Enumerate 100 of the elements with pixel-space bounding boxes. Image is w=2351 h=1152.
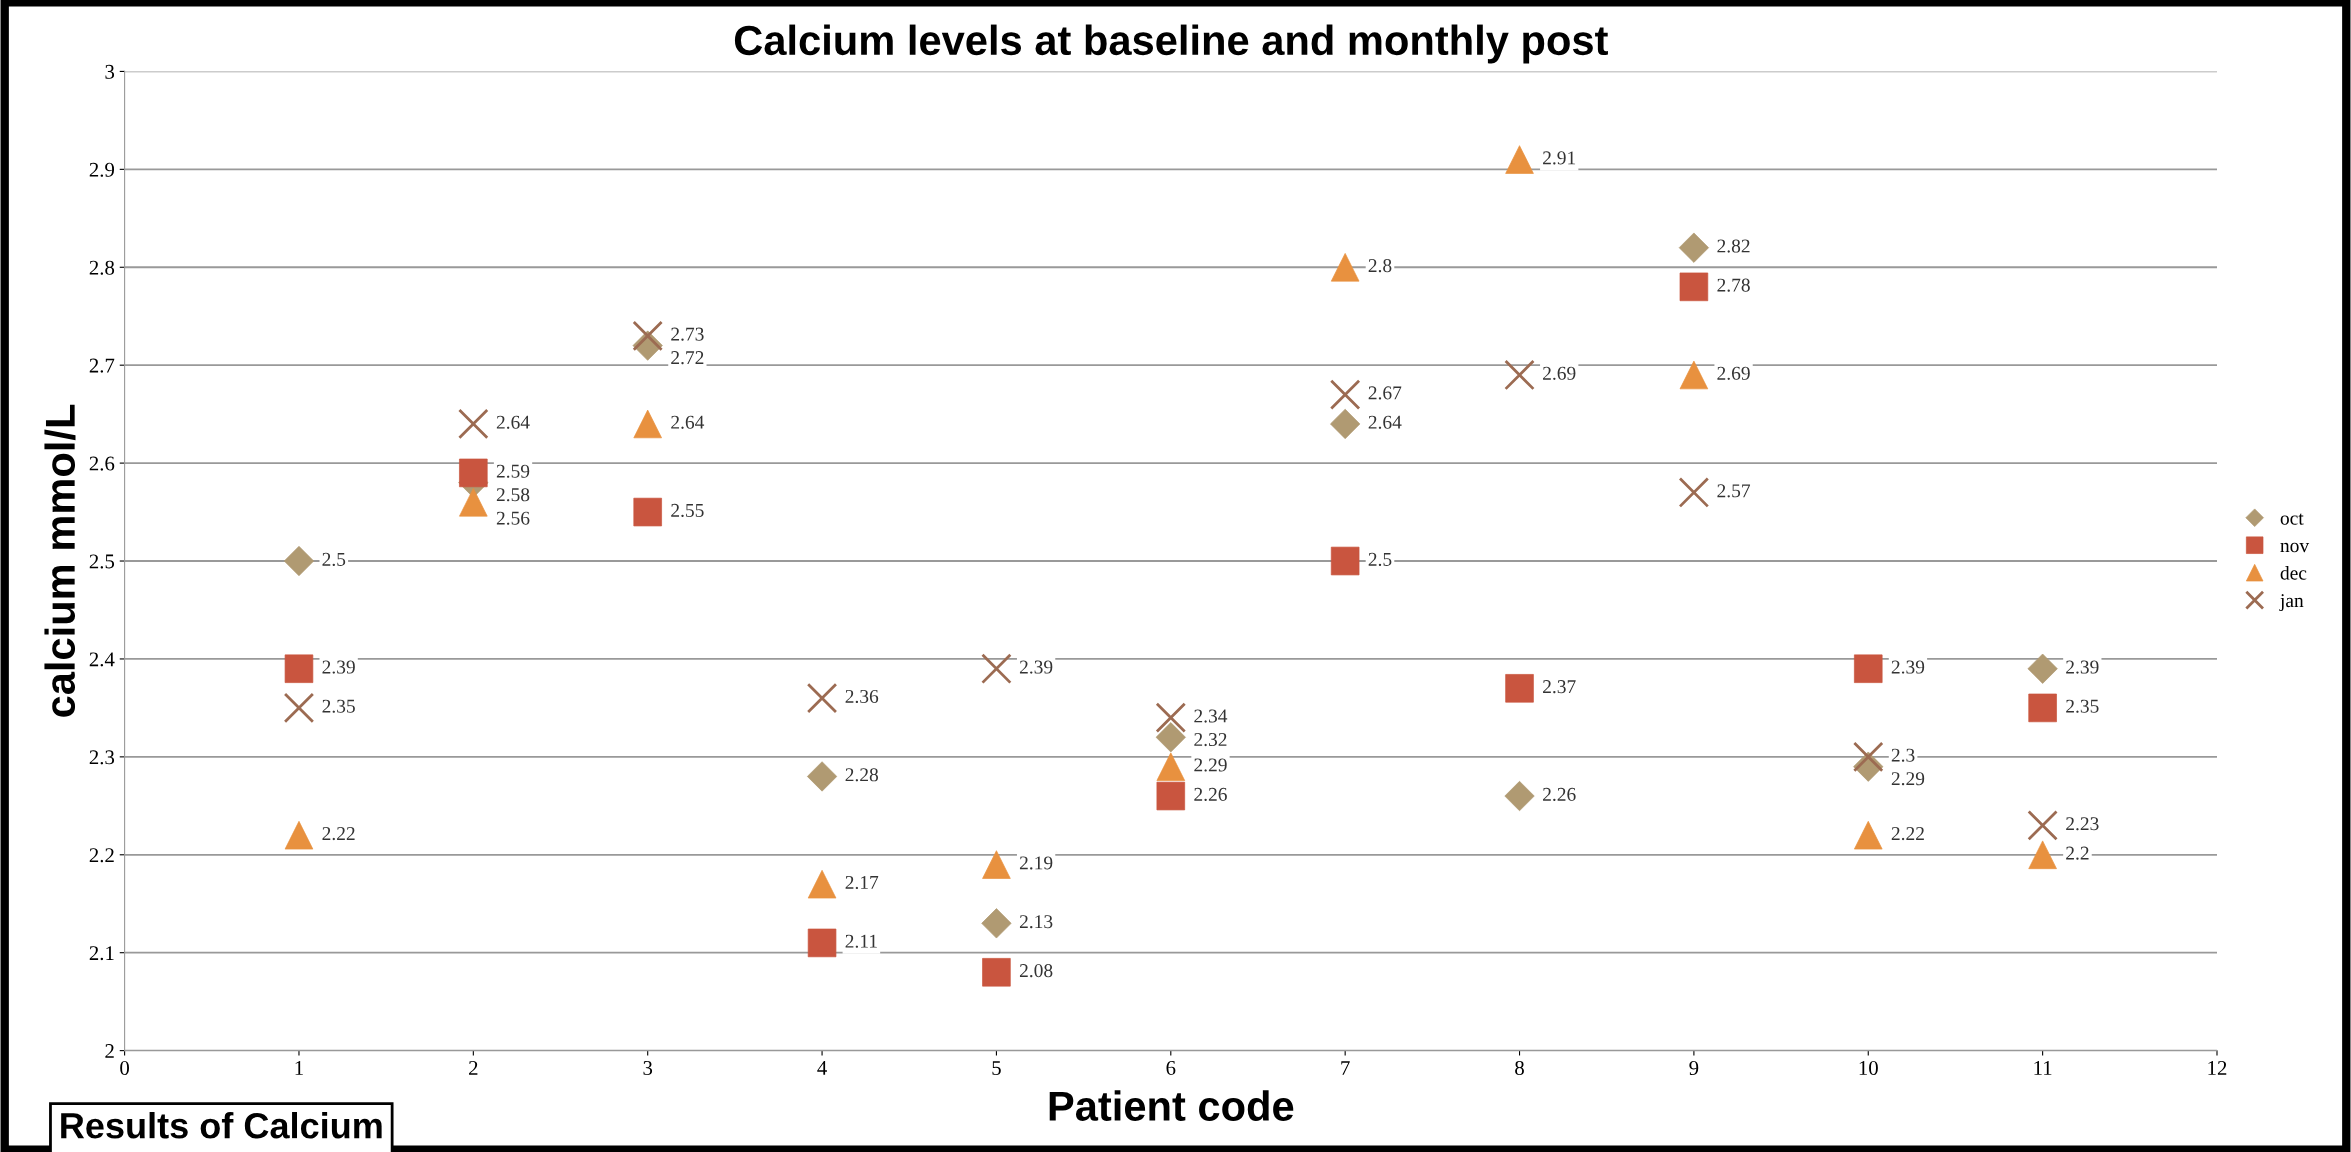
point	[1854, 820, 1883, 850]
data-label: 2.35	[2066, 699, 2099, 713]
x-tick-label: 3	[643, 1061, 653, 1076]
point	[459, 488, 488, 517]
point	[981, 653, 1012, 685]
data-label: 2.72	[671, 351, 704, 365]
data-label: 2.26	[1543, 787, 1576, 801]
data-label: 2.22	[322, 827, 355, 841]
data-label: 2.64	[496, 415, 530, 429]
point	[1155, 702, 1187, 733]
y-tick-label: 2.9	[89, 162, 115, 177]
chart-title: Calcium levels at baseline and monthly post	[734, 24, 1608, 64]
point	[806, 682, 838, 714]
data-label: 2.64	[1368, 415, 1402, 429]
data-label: 2.78	[1717, 278, 1750, 292]
point	[1678, 232, 1709, 263]
data-label: 2.39	[322, 660, 355, 674]
data-label: 2.37	[1543, 680, 1576, 694]
point	[1156, 752, 1186, 781]
data-label: 2.3	[1891, 748, 1915, 762]
x-tick-label: 12	[2208, 1061, 2227, 1075]
data-label: 2.13	[1019, 915, 1053, 929]
y-tick-label: 2.2	[89, 848, 114, 863]
data-label: 2.64	[671, 415, 705, 429]
data-label: 2.34	[1194, 709, 1228, 723]
data-label: 2.39	[1019, 660, 1053, 674]
data-label: 2.08	[1019, 964, 1053, 978]
data-label: 2.36	[845, 689, 879, 704]
data-label: 2.39	[1891, 660, 1925, 674]
point	[458, 408, 489, 440]
data-label: 2.59	[496, 464, 530, 478]
data-label: 2.82	[1717, 239, 1750, 253]
data-label: 2.69	[1543, 366, 1576, 380]
data-label: 2.5	[1368, 552, 1392, 566]
point	[2028, 840, 2057, 870]
point	[1505, 674, 1534, 703]
x-tick-label: 4	[817, 1061, 827, 1075]
data-label: 2.28	[845, 768, 879, 782]
data-label: 2.55	[671, 503, 704, 518]
point	[807, 869, 837, 899]
point	[1852, 741, 1884, 773]
point	[1329, 379, 1361, 410]
legend-label: oct	[2280, 513, 2304, 525]
point	[982, 958, 1011, 987]
point	[632, 320, 663, 352]
data-label: 2.17	[845, 875, 879, 890]
point	[1330, 408, 1361, 440]
y-tick-label: 2	[105, 1044, 114, 1058]
legend-label: nov	[2280, 542, 2310, 553]
y-axis-title: calcium mmol/L	[44, 404, 76, 717]
data-label: 2.5	[322, 552, 346, 566]
data-label: 2.73	[671, 327, 704, 341]
y-tick-label: 2.7	[89, 358, 115, 373]
point	[1854, 654, 1883, 683]
point	[283, 692, 315, 724]
x-tick-label: 1	[295, 1061, 303, 1075]
y-tick-label: 2.5	[89, 554, 115, 569]
data-label: 2.2	[2066, 846, 2089, 860]
data-label: 2.58	[496, 488, 530, 502]
point	[284, 654, 314, 683]
x-tick-label: 5	[992, 1061, 1001, 1076]
data-label: 2.91	[1543, 151, 1576, 165]
x-tick-label: 10	[1859, 1060, 1878, 1076]
data-label: 2.39	[2066, 660, 2099, 674]
legend-label: jan	[2279, 594, 2304, 612]
legend-label: dec	[2280, 566, 2307, 580]
y-tick-label: 2.1	[89, 946, 114, 961]
data-label: 2.23	[2066, 817, 2099, 831]
y-tick-label: 2.4	[89, 652, 115, 667]
y-tick-label: 2.8	[89, 260, 115, 275]
data-label: 2.29	[1194, 758, 1227, 772]
data-label: 2.35	[322, 699, 355, 713]
x-tick-label: 0	[120, 1060, 130, 1076]
point	[633, 497, 662, 527]
x-tick-label: 2	[469, 1061, 478, 1075]
x-tick-label: 9	[1689, 1061, 1699, 1076]
x-tick-label: 6	[1166, 1061, 1176, 1076]
data-label: 2.67	[1368, 386, 1402, 400]
data-label: 2.11	[845, 934, 877, 948]
data-label: 2.32	[1194, 733, 1227, 747]
point	[1504, 359, 1535, 391]
point	[1156, 781, 1186, 811]
data-label: 2.26	[1194, 787, 1227, 801]
data-label: 2.22	[1891, 827, 1924, 841]
data-label: 2.56	[496, 511, 530, 525]
text: Results of Calcium	[61, 1112, 382, 1139]
y-tick-label: 3	[105, 64, 115, 79]
point	[283, 545, 315, 577]
y-tick-label: 2.3	[89, 750, 115, 765]
point	[807, 928, 837, 958]
data-label: 2.8	[1368, 259, 1392, 273]
x-axis-title: Patient code	[1049, 1090, 1294, 1121]
point	[1678, 477, 1710, 508]
x-tick-label: 11	[2034, 1061, 2052, 1075]
point	[1155, 722, 1186, 753]
x-tick-label: 8	[1515, 1060, 1524, 1076]
point	[2027, 810, 2058, 841]
data-label: 2.19	[1019, 856, 1053, 870]
data-label: 2.29	[1891, 772, 1925, 786]
y-tick-label: 2.6	[89, 456, 115, 471]
